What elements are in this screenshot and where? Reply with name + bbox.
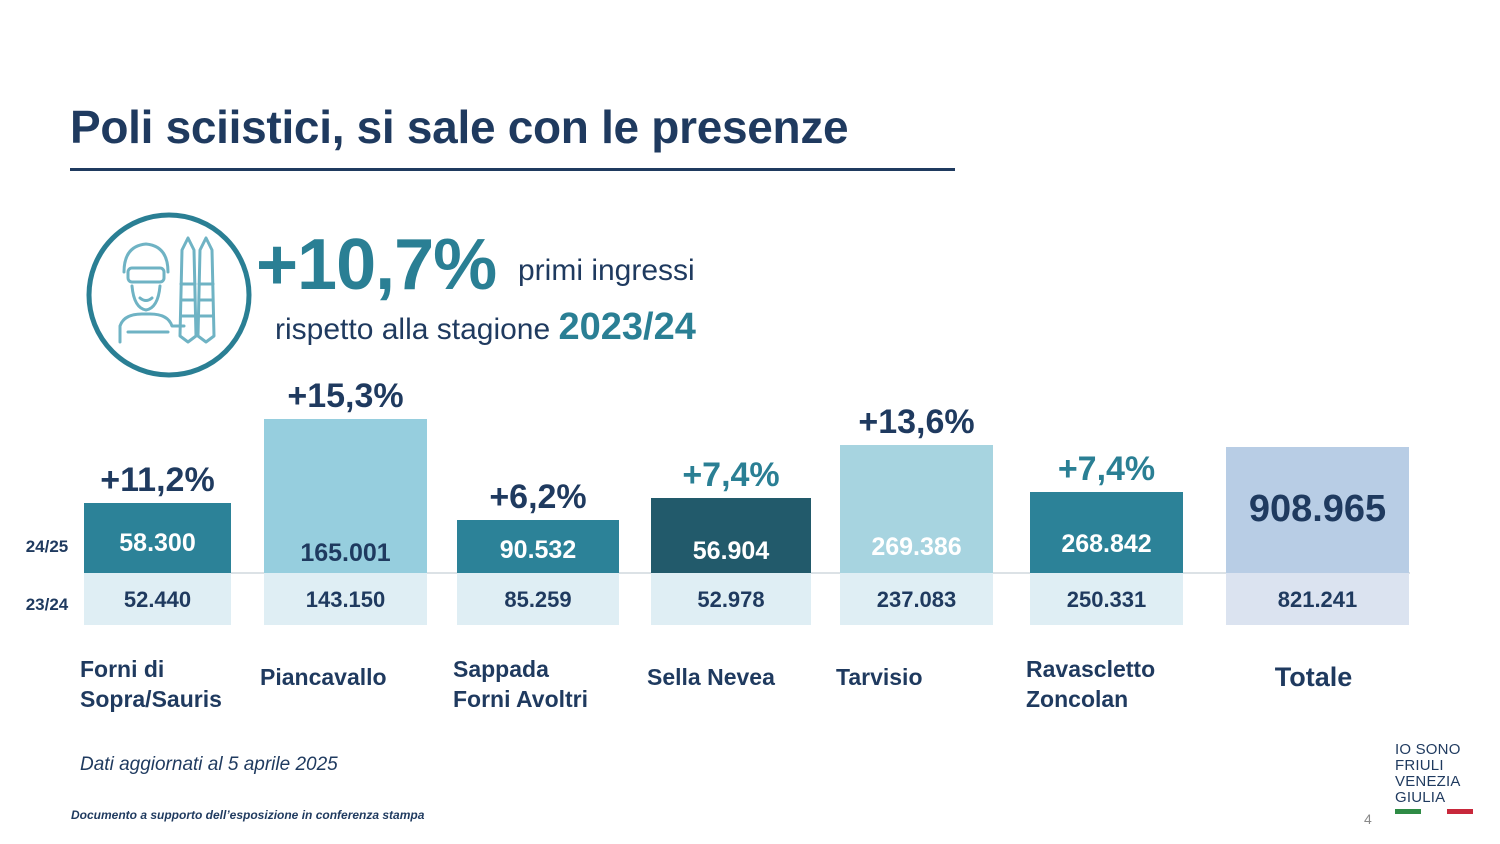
bar-2324 [1030, 573, 1183, 625]
bar-label-2324: 250.331 [1067, 587, 1147, 612]
bar-2324 [651, 573, 811, 625]
bar-2425 [1226, 447, 1409, 573]
footer-text: Documento a supporto dell’esposizione in… [71, 808, 425, 822]
category-label: Sappada [453, 656, 549, 682]
skier-icon [86, 212, 252, 378]
flag-stripe-white [1421, 809, 1447, 814]
bar-2324 [264, 573, 427, 625]
bar-2425 [651, 498, 811, 573]
growth-label: +11,2% [100, 461, 214, 499]
growth-label: +7,4% [682, 456, 779, 494]
growth-label: +13,6% [858, 403, 974, 441]
page-title: Poli sciistici, si sale con le presenze [70, 101, 849, 153]
title-underline [70, 168, 955, 171]
row-label-2425: 24/25 [26, 537, 69, 556]
data-update-note: Dati aggiornati al 5 aprile 2025 [80, 754, 338, 775]
page-number: 4 [1364, 811, 1372, 827]
bar-label-2425: 269.386 [871, 533, 961, 561]
row-label-2324: 23/24 [26, 595, 69, 614]
bar-2425 [457, 520, 619, 573]
growth-label: +7,4% [1058, 450, 1155, 488]
growth-label: +6,2% [489, 478, 586, 516]
logo-flag [1395, 809, 1473, 814]
bar-label-2425: 908.965 [1249, 488, 1386, 530]
bar-label-2324: 821.241 [1278, 587, 1358, 612]
category-label: Totale [1275, 662, 1353, 692]
category-label: Sella Nevea [647, 664, 775, 690]
category-label: Piancavallo [260, 664, 387, 690]
headline-season: 2023/24 [558, 306, 696, 348]
bar-2425 [84, 503, 231, 573]
headline-suffix: primi ingressi [518, 254, 695, 287]
bar-label-2425: 56.904 [693, 537, 770, 565]
category-label: Forni Avoltri [453, 686, 588, 712]
bar-label-2324: 52.978 [697, 587, 764, 612]
logo-line: IO SONO [1395, 741, 1461, 758]
bar-2425 [840, 445, 993, 573]
region-logo: IO SONO FRIULI VENEZIA GIULIA [1395, 742, 1475, 814]
bar-2324 [457, 573, 619, 625]
category-label: Zoncolan [1026, 686, 1128, 712]
logo-line: VENEZIA [1395, 773, 1461, 790]
bar-2324 [1226, 573, 1409, 625]
growth-label: +15,3% [287, 377, 403, 415]
category-label: Tarvisio [836, 664, 923, 690]
bar-2324 [840, 573, 993, 625]
logo-line: FRIULI [1395, 757, 1444, 774]
headline-sub-text: rispetto alla stagione [275, 313, 551, 346]
category-label: Sopra/Sauris [80, 686, 222, 712]
bar-2425 [264, 419, 427, 573]
bar-label-2425: 58.300 [119, 529, 195, 557]
bar-label-2425: 165.001 [300, 539, 390, 567]
bar-label-2324: 85.259 [504, 587, 571, 612]
bar-2324 [84, 573, 231, 625]
flag-stripe-green [1395, 809, 1421, 814]
flag-stripe-red [1447, 809, 1473, 814]
logo-line: GIULIA [1395, 789, 1446, 806]
bar-label-2425: 90.532 [500, 536, 576, 564]
headline-percentage: +10,7% [256, 225, 497, 305]
bar-label-2324: 143.150 [306, 587, 386, 612]
bar-label-2425: 268.842 [1061, 530, 1151, 558]
headline-subtitle: rispetto alla stagione 2023/24 [275, 306, 696, 349]
category-label: Forni di [80, 656, 164, 682]
bar-2425 [1030, 492, 1183, 573]
category-label: Ravascletto [1026, 656, 1155, 682]
bar-label-2324: 52.440 [124, 587, 191, 612]
bar-label-2324: 237.083 [877, 587, 957, 612]
